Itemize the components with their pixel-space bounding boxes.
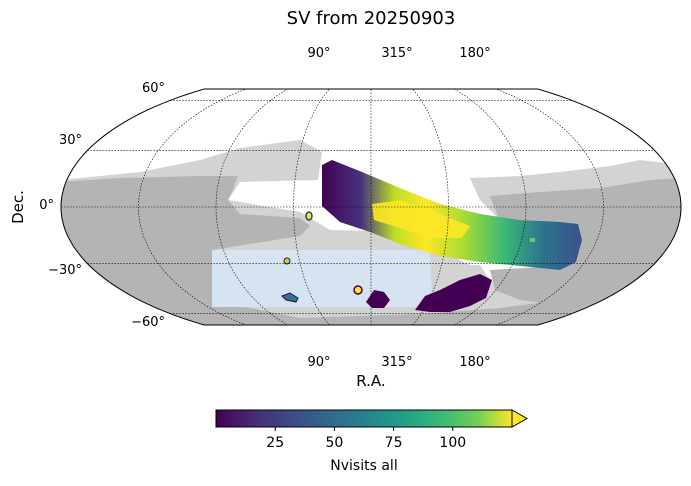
chart-title: SV from 20250903: [287, 8, 456, 29]
ra-tick-label: 315°: [381, 355, 412, 370]
graticule-meridian: [495, 88, 604, 326]
dec-tick-label: 30°: [59, 133, 82, 148]
colorbar-tick-label: 75: [385, 435, 403, 451]
observed-core: [372, 200, 470, 238]
deep-field: [283, 257, 291, 265]
footprint-medium-region: [490, 178, 681, 305]
graticule: [61, 88, 681, 326]
deep-field: [353, 285, 363, 295]
observed-strip: [322, 160, 582, 270]
colorbar-extend-arrow: [511, 409, 529, 428]
deep-field: [305, 211, 313, 221]
dec-tick-label: −60°: [131, 315, 165, 330]
colorbar-tick-label: 25: [266, 435, 284, 451]
deep-field: [281, 292, 299, 303]
graticule-meridian: [412, 88, 449, 326]
ra-tick-label: 90°: [307, 46, 330, 61]
footprint-light-region: [120, 322, 681, 325]
colorbar-bar: [216, 410, 512, 427]
ra-tick-label: 315°: [381, 46, 412, 61]
colorbar-tick-label: 50: [325, 435, 343, 451]
graticule-meridian: [293, 88, 330, 326]
colorbar-tick-label: 100: [439, 435, 466, 451]
dec-tick-label: −30°: [48, 263, 82, 278]
deep-field: [530, 238, 535, 242]
x-axis-label: R.A.: [356, 372, 385, 390]
ra-tick-label: 180°: [459, 355, 490, 370]
observed-patch: [415, 274, 492, 312]
map-boundary: [60, 88, 682, 326]
graticule-meridian: [454, 88, 527, 326]
ra-tick-label: 180°: [459, 46, 490, 61]
colorbar: 25 50 75 100 Nvisits all: [215, 409, 529, 474]
ra-tick-label: 90°: [307, 355, 330, 370]
graticule-meridian: [138, 88, 247, 326]
footprint-medium-region: [61, 300, 681, 325]
sky-footprint: [61, 89, 681, 325]
colorbar-label: Nvisits all: [330, 458, 397, 474]
observed-patch: [366, 290, 390, 308]
dec-tick-label: 60°: [142, 81, 165, 96]
footprint-blue-region: [212, 250, 432, 306]
dec-tick-label: 0°: [39, 198, 54, 213]
colorbar-ticks: 25 50 75 100: [266, 427, 466, 451]
y-axis-label: Dec.: [9, 190, 27, 224]
graticule-meridian: [215, 88, 288, 326]
